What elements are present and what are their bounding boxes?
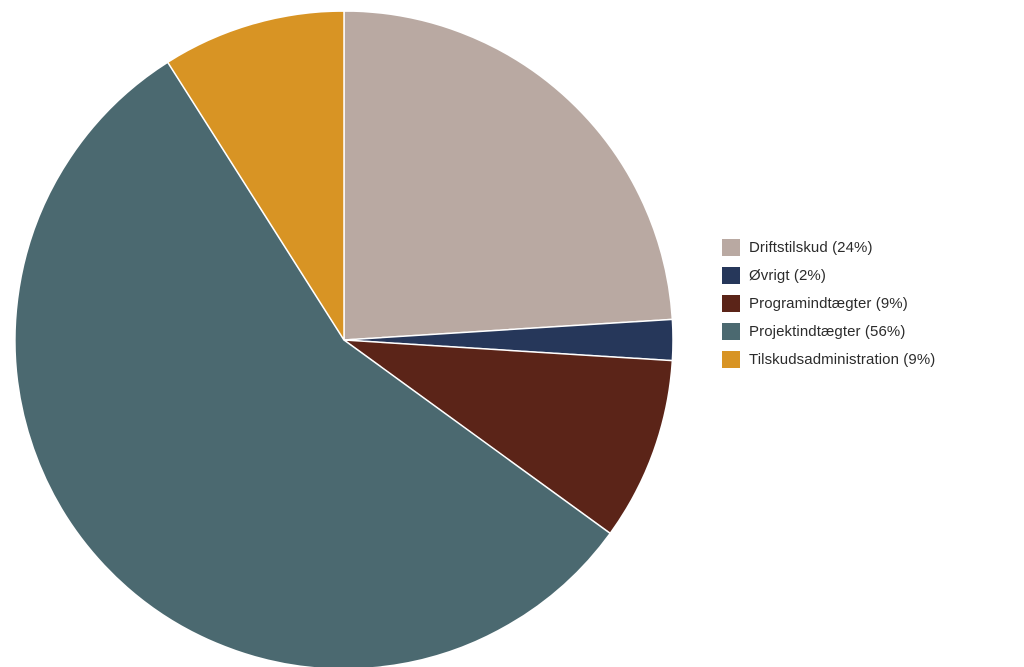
pie-slice-2 xyxy=(343,339,674,535)
legend-item-projektindtaegter: Projektindtægter (56%) xyxy=(722,320,935,342)
pie-slice-0 xyxy=(343,10,674,341)
legend-label: Projektindtægter (56%) xyxy=(749,322,906,340)
legend-swatch xyxy=(722,322,740,340)
legend-swatch xyxy=(722,294,740,312)
legend-label: Driftstilskud (24%) xyxy=(749,238,873,256)
legend-item-driftstilskud: Driftstilskud (24%) xyxy=(722,236,935,258)
pie-slice-4 xyxy=(166,10,345,341)
legend-swatch xyxy=(722,350,740,368)
legend-item-oevrigt: Øvrigt (2%) xyxy=(722,264,935,286)
legend-item-programindtaegter: Programindtægter (9%) xyxy=(722,292,935,314)
pie-slice-3 xyxy=(14,61,611,667)
legend-swatch xyxy=(722,238,740,256)
legend-swatch xyxy=(722,266,740,284)
legend: Driftstilskud (24%) Øvrigt (2%) Programi… xyxy=(722,236,935,376)
legend-item-tilskudsadministration: Tilskudsadministration (9%) xyxy=(722,348,935,370)
legend-label: Programindtægter (9%) xyxy=(749,294,908,312)
legend-label: Øvrigt (2%) xyxy=(749,266,826,284)
legend-label: Tilskudsadministration (9%) xyxy=(749,350,936,368)
